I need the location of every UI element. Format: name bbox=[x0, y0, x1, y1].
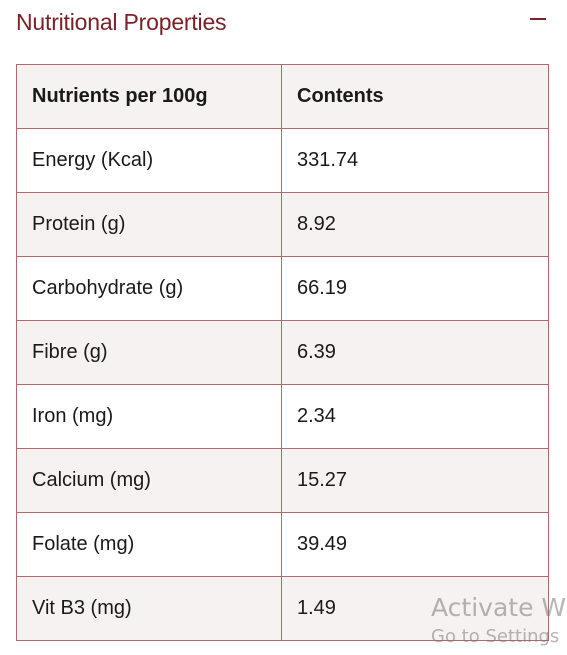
table-row: Protein (g) 8.92 bbox=[16, 192, 549, 257]
nutrient-name: Calcium (mg) bbox=[16, 448, 282, 513]
nutrient-name: Protein (g) bbox=[16, 192, 282, 257]
nutrient-value: 1.49 bbox=[281, 576, 549, 641]
nutrient-value: 8.92 bbox=[281, 192, 549, 257]
section-header[interactable]: Nutritional Properties bbox=[16, 6, 551, 42]
table-row: Vit B3 (mg) 1.49 bbox=[16, 576, 549, 641]
table-row: Carbohydrate (g) 66.19 bbox=[16, 256, 549, 321]
table-row: Calcium (mg) 15.27 bbox=[16, 448, 549, 513]
nutrient-name: Iron (mg) bbox=[16, 384, 282, 449]
table-row: Folate (mg) 39.49 bbox=[16, 512, 549, 577]
table-header-row: Nutrients per 100g Contents bbox=[16, 64, 549, 129]
nutrient-value: 2.34 bbox=[281, 384, 549, 449]
nutrient-name: Energy (Kcal) bbox=[16, 128, 282, 193]
nutrient-value: 6.39 bbox=[281, 320, 549, 385]
nutrient-name: Carbohydrate (g) bbox=[16, 256, 282, 321]
section-title: Nutritional Properties bbox=[16, 9, 227, 35]
column-header-contents: Contents bbox=[281, 64, 549, 129]
nutrient-value: 39.49 bbox=[281, 512, 549, 577]
table-row: Fibre (g) 6.39 bbox=[16, 320, 549, 385]
table-row: Iron (mg) 2.34 bbox=[16, 384, 549, 449]
nutrient-value: 331.74 bbox=[281, 128, 549, 193]
column-header-nutrients: Nutrients per 100g bbox=[16, 64, 282, 129]
nutrient-value: 15.27 bbox=[281, 448, 549, 513]
nutrition-table: Nutrients per 100g Contents Energy (Kcal… bbox=[16, 64, 549, 641]
minus-icon[interactable] bbox=[530, 18, 546, 20]
table-row: Energy (Kcal) 331.74 bbox=[16, 128, 549, 193]
nutrient-name: Fibre (g) bbox=[16, 320, 282, 385]
nutrient-value: 66.19 bbox=[281, 256, 549, 321]
nutrient-name: Vit B3 (mg) bbox=[16, 576, 282, 641]
nutrient-name: Folate (mg) bbox=[16, 512, 282, 577]
